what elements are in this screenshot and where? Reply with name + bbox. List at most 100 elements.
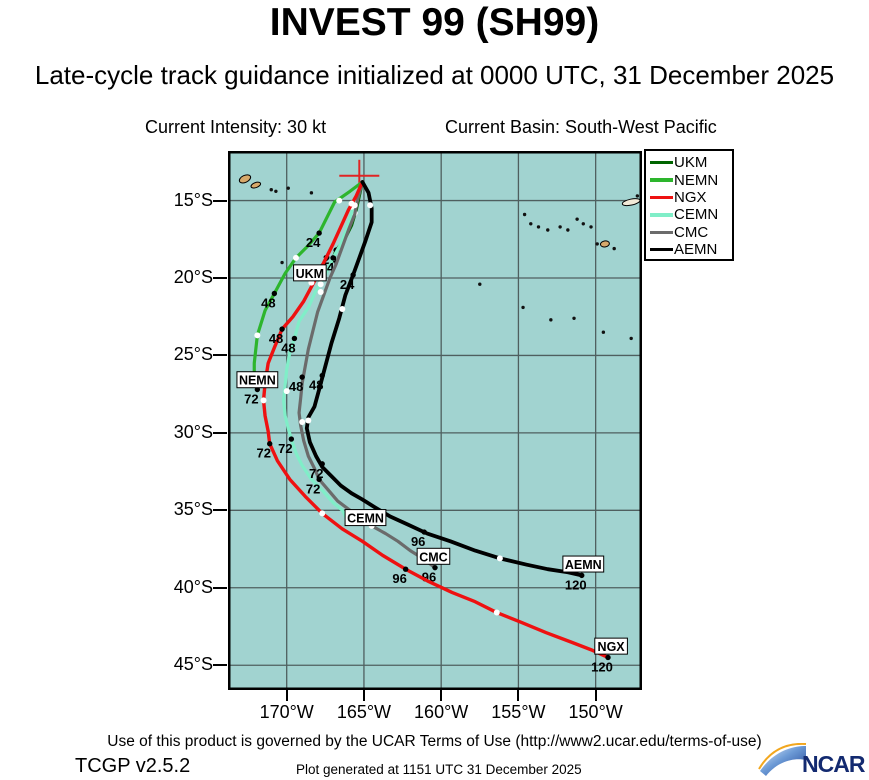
model-label-box-cemn [344, 509, 387, 527]
island-shape [238, 174, 252, 184]
y-axis-label: 45°S [173, 654, 213, 675]
hour-dot-ngx [605, 654, 611, 661]
track-aemn [304, 180, 584, 578]
legend-label: CMC [674, 223, 709, 241]
ncar-swoosh-icon [758, 742, 807, 776]
hour-label-nemn: 48 [261, 295, 275, 310]
island-dot [572, 316, 576, 320]
plot-generated-text: Plot generated at 1151 UTC 31 December 2… [296, 762, 582, 777]
island-dot [478, 282, 482, 286]
current-intensity-label: Current Intensity: 30 kt [145, 117, 327, 137]
ncar-logo-text: NCAR [802, 751, 865, 777]
y-axis-tick [213, 586, 227, 589]
ncar-logo: NCAR [758, 742, 869, 780]
ngx-line-swatch [650, 195, 673, 200]
legend-item-ngx: NGX [646, 189, 732, 206]
twelve-hour-dot-aemn [305, 417, 312, 424]
hour-dot-nemn [271, 290, 278, 297]
hour-label-aemn: 48 [309, 378, 323, 393]
y-axis-tick [213, 354, 227, 357]
twelve-hour-dot-ngx [319, 510, 326, 517]
legend-item-nemn: NEMN [646, 171, 732, 188]
y-axis-label: 35°S [173, 499, 213, 520]
x-axis-label: 150°W [568, 702, 623, 722]
hour-dot-cmc [299, 374, 305, 380]
hour-dot-aemn [350, 272, 356, 278]
twelve-hour-dot-cemn [283, 388, 290, 395]
island-dot [309, 191, 314, 195]
hour-dot-cemn [291, 335, 298, 342]
x-axis-tick [285, 690, 288, 701]
x-axis-label: 155°W [491, 702, 546, 722]
hour-label-cemn: 48 [281, 340, 295, 355]
hour-label-aemn: 120 [565, 577, 587, 592]
tcgp-version-text: TCGP v2.5.2 [75, 755, 191, 777]
model-label-box-ukm [293, 264, 327, 282]
island-dot [521, 305, 525, 310]
twelve-hour-dot-ngx [260, 397, 267, 404]
current-basin-label: Current Basin: South-West Pacific [445, 117, 717, 137]
model-label-box-cmc [416, 547, 451, 565]
island-dot [274, 189, 278, 193]
x-axis-tick [594, 690, 597, 701]
island-shape [250, 181, 262, 189]
model-legend: UKM NEMN NGX CEMN CMC AEMN [644, 149, 734, 261]
island-dot [546, 228, 550, 232]
hour-label-aemn: 96 [411, 534, 425, 549]
island-dot [536, 225, 541, 229]
twelve-hour-dot-ngx [348, 200, 355, 207]
y-axis-tick [213, 199, 227, 202]
hour-dot-aemn [421, 529, 427, 535]
hour-label-nemn: 24 [306, 235, 321, 250]
island-dot [595, 242, 599, 246]
ukm-line-swatch [650, 160, 673, 165]
ucar-terms-text: Use of this product is governed by the U… [107, 733, 762, 750]
island-dot [566, 228, 570, 232]
legend-label: UKM [674, 154, 708, 172]
x-axis-tick [517, 690, 520, 701]
hour-label-ngx: 120 [591, 659, 613, 674]
hour-label-cemn: 72 [278, 441, 292, 456]
y-axis-tick [213, 664, 227, 667]
island-dot [280, 260, 284, 265]
hour-label-ngx: 48 [269, 331, 283, 346]
hour-dot-nemn [316, 230, 322, 236]
x-axis-label: 160°W [414, 702, 469, 722]
model-label-box-aemn [562, 555, 605, 573]
page-title: INVEST 99 (SH99) [269, 1, 600, 44]
track-map: 24 24 48 72 24 48 72 48 72 96 48 72 96 120 24 48 72 96 120… [228, 151, 642, 690]
legend-item-cmc: CMC [646, 224, 732, 241]
hour-label-aemn: 24 [340, 277, 355, 292]
legend-label: CEMN [674, 206, 719, 224]
map-border [228, 151, 642, 690]
island-dot [529, 222, 533, 226]
model-label-cmc: CMC [419, 550, 447, 564]
island-dot [522, 212, 527, 217]
island-dot [549, 318, 553, 322]
hour-label-ngx: 96 [392, 571, 406, 586]
twelve-hour-dot-cmc [317, 288, 324, 295]
hour-dot-cmc [432, 564, 438, 571]
model-label-ngx: NGX [598, 640, 626, 654]
island-dot [612, 246, 616, 251]
model-label-box-ngx [594, 637, 628, 655]
aemn-line-swatch [650, 247, 673, 252]
model-label-box-nemn [236, 371, 279, 389]
legend-label: AEMN [674, 241, 718, 259]
hour-dot-aemn [319, 461, 325, 467]
hour-label-cmc: 72 [306, 481, 320, 496]
twelve-hour-dot-nemn [336, 197, 343, 204]
hour-dot-aemn [319, 372, 325, 379]
hour-dot-ngx [267, 441, 273, 447]
island-dot [589, 225, 593, 229]
island-dot [269, 188, 273, 192]
track-ngx [261, 180, 610, 660]
y-axis-label: 20°S [173, 267, 213, 287]
hour-label-cmc: 48 [289, 379, 303, 394]
plot-subtitle: Late-cycle track guidance initialized at… [34, 60, 835, 90]
twelve-hour-dot-aemn [367, 202, 374, 209]
y-axis-label: 15°S [173, 189, 213, 210]
track-cemn [282, 180, 364, 522]
y-axis-label: 40°S [173, 576, 213, 597]
twelve-hour-dot-aemn [339, 305, 346, 312]
